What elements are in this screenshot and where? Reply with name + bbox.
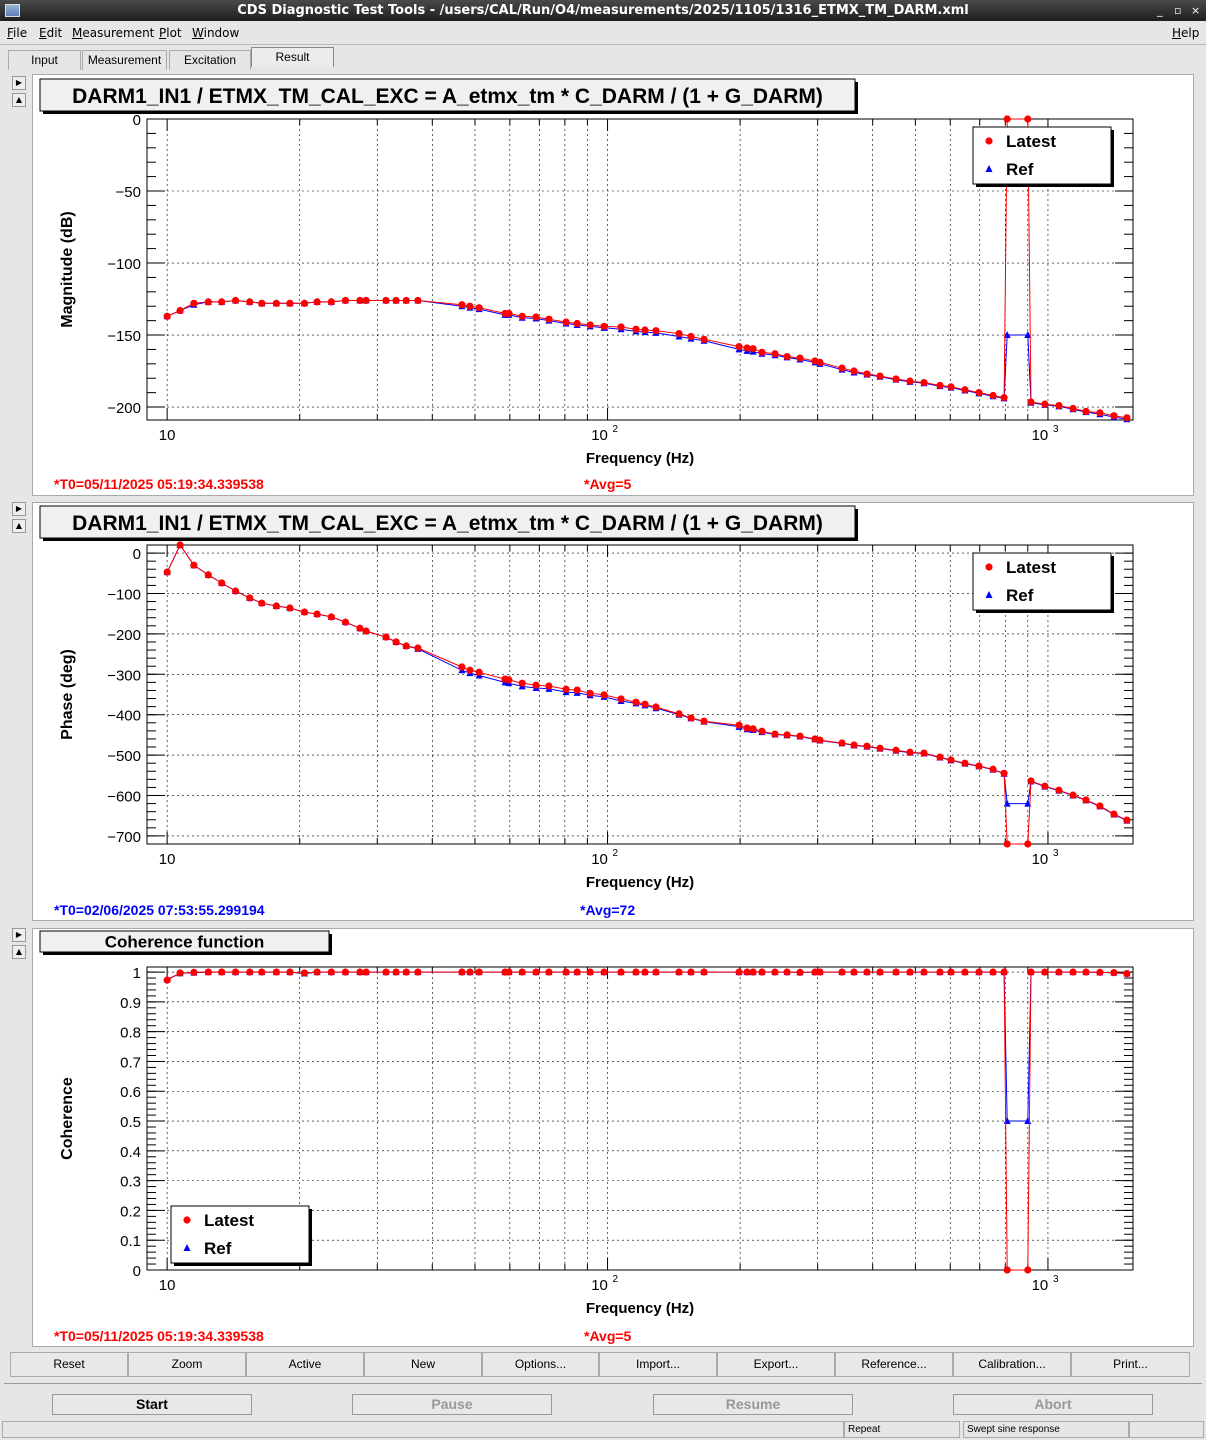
active-button[interactable]: Active <box>246 1352 364 1377</box>
abort-button[interactable]: Abort <box>953 1394 1153 1415</box>
title-bar: CDS Diagnostic Test Tools - /users/CAL/R… <box>0 0 1206 21</box>
menu-measurement[interactable]: Measurement <box>72 26 155 40</box>
close-button[interactable]: × <box>1191 4 1201 17</box>
divider <box>4 1383 1202 1384</box>
tab-excitation[interactable]: Excitation <box>169 50 251 70</box>
new-button[interactable]: New <box>364 1352 482 1377</box>
window-title: CDS Diagnostic Test Tools - /users/CAL/R… <box>237 3 969 18</box>
export-button[interactable]: Export... <box>717 1352 835 1377</box>
reset-button[interactable]: Reset <box>10 1352 128 1377</box>
menu-file[interactable]: File <box>7 26 28 40</box>
menu-window[interactable]: Window <box>192 26 240 40</box>
collapse-arrow-icon[interactable]: ▲ <box>12 945 26 959</box>
menu-bar <box>0 22 1206 45</box>
collapse-arrow-icon[interactable]: ▲ <box>12 519 26 533</box>
expand-arrow-icon[interactable]: ▶ <box>12 502 26 516</box>
pause-button[interactable]: Pause <box>352 1394 552 1415</box>
resume-button[interactable]: Resume <box>653 1394 853 1415</box>
status-main <box>2 1421 844 1438</box>
menu-help[interactable]: Help <box>1172 26 1200 40</box>
maximize-button[interactable]: ▫ <box>1174 4 1182 17</box>
magnitude-plot-pad <box>32 74 1194 496</box>
options-button[interactable]: Options... <box>482 1352 599 1377</box>
coherence-plot-pad <box>32 928 1194 1347</box>
expand-arrow-icon[interactable]: ▶ <box>12 76 26 90</box>
tab-result[interactable]: Result <box>251 47 334 67</box>
zoom-button[interactable]: Zoom <box>128 1352 246 1377</box>
app-icon <box>5 4 20 17</box>
minimize-button[interactable]: _ <box>1157 4 1163 17</box>
import-button[interactable]: Import... <box>599 1352 717 1377</box>
status-mode: Swept sine response <box>963 1421 1129 1438</box>
collapse-arrow-icon[interactable]: ▲ <box>12 93 26 107</box>
start-button[interactable]: Start <box>52 1394 252 1415</box>
tab-input[interactable]: Input <box>8 50 81 70</box>
reference-button[interactable]: Reference... <box>835 1352 953 1377</box>
menu-plot[interactable]: Plot <box>159 26 182 40</box>
status-repeat: Repeat <box>844 1421 960 1438</box>
tab-measurement[interactable]: Measurement <box>82 50 167 70</box>
expand-arrow-icon[interactable]: ▶ <box>12 928 26 942</box>
menu-edit[interactable]: Edit <box>39 26 63 40</box>
print-button[interactable]: Print... <box>1071 1352 1190 1377</box>
resize-grip[interactable] <box>1129 1421 1204 1438</box>
phase-plot-pad <box>32 502 1194 921</box>
calibration-button[interactable]: Calibration... <box>953 1352 1071 1377</box>
